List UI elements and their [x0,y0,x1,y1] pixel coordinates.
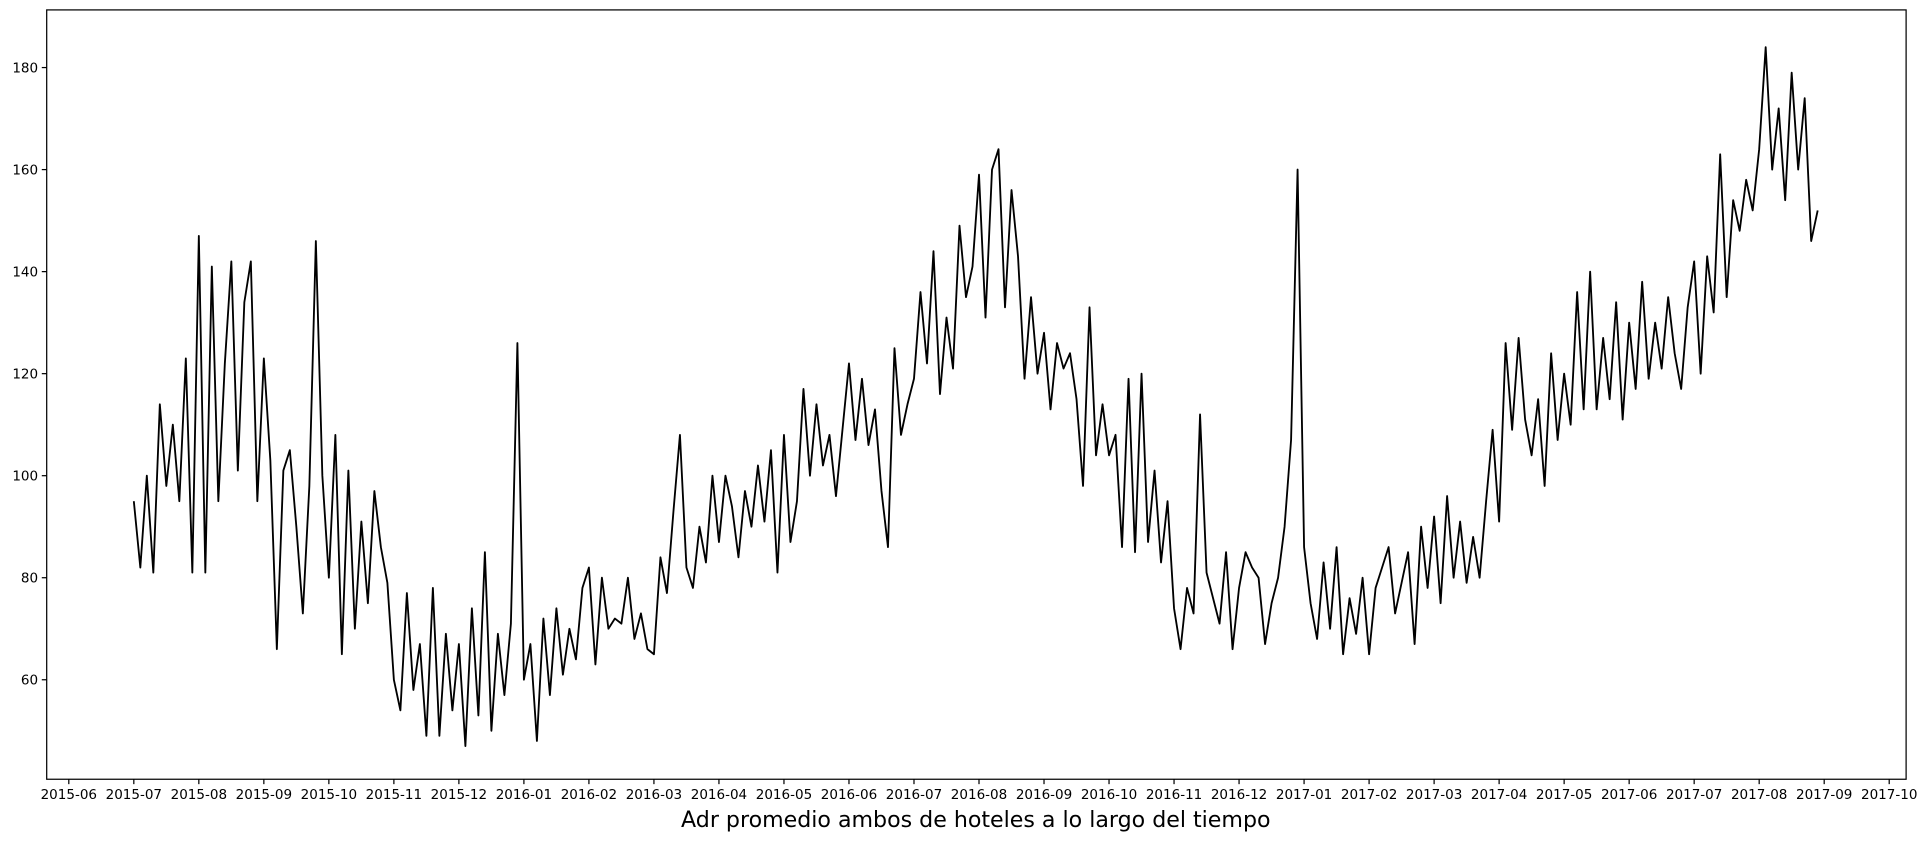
x-tick-label: 2016-12 [1211,787,1267,803]
x-tick-label: 2016-11 [1146,787,1202,803]
x-tick-label: 2015-10 [301,787,357,803]
x-tick-label: 2015-09 [236,787,292,803]
x-tick-label: 2017-01 [1276,787,1332,803]
x-tick-label: 2017-09 [1796,787,1852,803]
x-tick-label: 2016-08 [951,787,1007,803]
x-tick-label: 2016-01 [496,787,552,803]
x-tick-label: 2016-04 [691,787,747,803]
y-tick-label: 60 [21,673,38,689]
x-tick-label: 2017-04 [1471,787,1527,803]
x-tick-label: 2015-06 [41,787,97,803]
x-tick-label: 2017-06 [1601,787,1657,803]
x-tick-label: 2015-12 [431,787,487,803]
x-tick-label: 2017-08 [1731,787,1787,803]
x-tick-label: 2017-02 [1341,787,1397,803]
y-tick-label: 180 [12,60,38,76]
x-tick-label: 2015-07 [106,787,162,803]
y-tick-label: 140 [12,265,38,281]
x-tick-label: 2016-10 [1081,787,1137,803]
x-tick-label: 2016-05 [756,787,812,803]
x-tick-label: 2016-09 [1016,787,1072,803]
x-tick-label: 2017-10 [1861,787,1917,803]
x-tick-label: 2015-11 [366,787,422,803]
y-tick-label: 80 [21,571,38,587]
x-axis-label: Adr promedio ambos de hoteles a lo largo… [681,807,1270,833]
x-tick-label: 2017-03 [1406,787,1462,803]
y-tick-label: 100 [12,469,38,485]
x-tick-label: 2016-03 [626,787,682,803]
x-tick-label: 2016-02 [561,787,617,803]
y-tick-label: 160 [12,163,38,179]
x-tick-label: 2017-07 [1666,787,1722,803]
x-tick-label: 2016-06 [821,787,877,803]
x-tick-label: 2017-05 [1536,787,1592,803]
x-tick-label: 2016-07 [886,787,942,803]
y-tick-label: 120 [12,367,38,383]
x-tick-label: 2015-08 [171,787,227,803]
plot-frame [46,9,1907,780]
data-line [132,46,1819,748]
